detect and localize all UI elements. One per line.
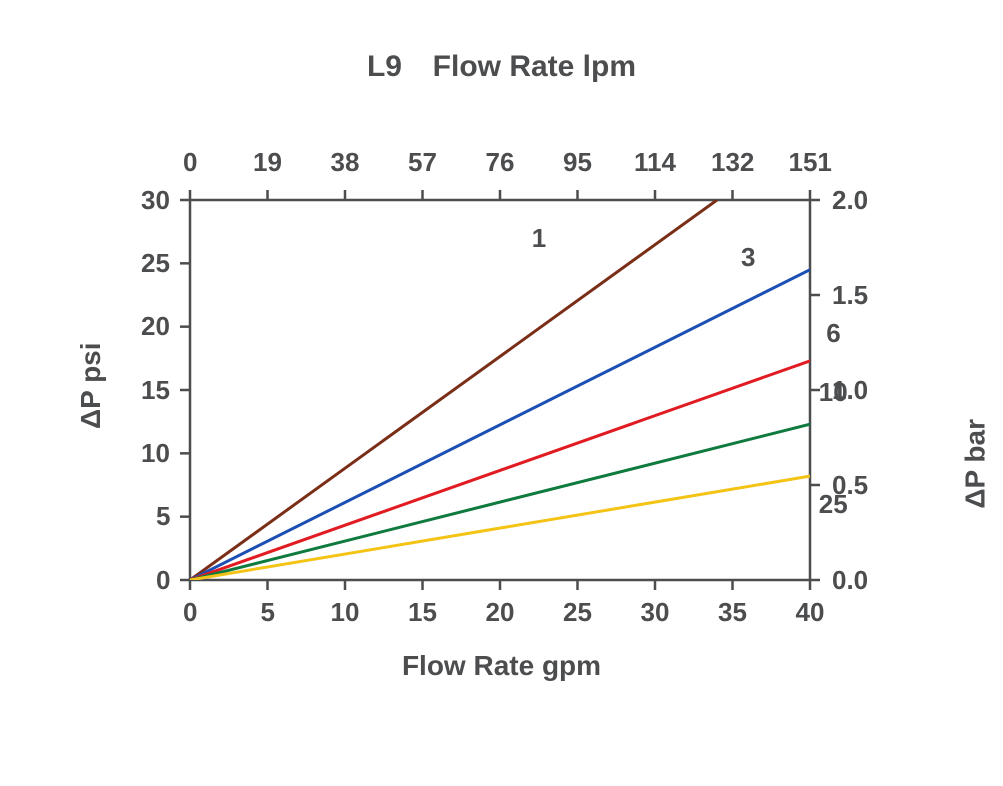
x-top-tick-132: 132	[711, 147, 754, 178]
x-bottom-tick-10: 10	[331, 597, 360, 628]
x-top-tick-38: 38	[331, 147, 360, 178]
x-top-tick-76: 76	[486, 147, 515, 178]
series-label-10: 10	[819, 377, 848, 408]
y-right-tick-1.5: 1.5	[832, 280, 868, 311]
series-line-1	[190, 200, 717, 580]
y-left-tick-15: 15	[141, 375, 170, 406]
chart-container: { "chart": { "type": "line", "title_pref…	[0, 0, 1003, 786]
x-bottom-tick-5: 5	[261, 597, 275, 628]
x-bottom-tick-35: 35	[718, 597, 747, 628]
x-top-tick-151: 151	[789, 147, 832, 178]
y-left-tick-20: 20	[141, 311, 170, 342]
y-left-tick-25: 25	[141, 248, 170, 279]
series-label-6: 6	[826, 318, 840, 349]
x-bottom-tick-40: 40	[796, 597, 825, 628]
y-right-tick-0.0: 0.0	[832, 565, 868, 596]
series-line-3	[190, 270, 810, 580]
series-line-25	[190, 476, 810, 580]
x-top-tick-19: 19	[253, 147, 282, 178]
x-bottom-tick-20: 20	[486, 597, 515, 628]
x-bottom-tick-25: 25	[563, 597, 592, 628]
x-top-tick-114: 114	[634, 147, 676, 178]
y-left-tick-10: 10	[141, 438, 170, 469]
x-bottom-tick-15: 15	[408, 597, 437, 628]
series-label-3: 3	[741, 242, 755, 273]
x-top-tick-57: 57	[408, 147, 437, 178]
y-left-tick-30: 30	[141, 185, 170, 216]
y-left-tick-5: 5	[156, 501, 170, 532]
series-label-1: 1	[532, 223, 546, 254]
series-line-10	[190, 424, 810, 580]
y-right-tick-2.0: 2.0	[832, 185, 868, 216]
x-bottom-tick-0: 0	[183, 597, 197, 628]
series-line-6	[190, 361, 810, 580]
y-left-tick-0: 0	[156, 565, 170, 596]
x-top-tick-0: 0	[183, 147, 197, 178]
x-top-tick-95: 95	[563, 147, 592, 178]
series-label-25: 25	[819, 489, 848, 520]
x-bottom-tick-30: 30	[641, 597, 670, 628]
